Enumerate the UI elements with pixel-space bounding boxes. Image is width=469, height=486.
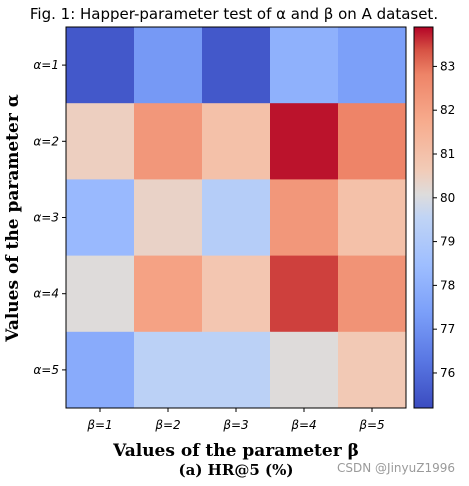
- x-axis-label: Values of the parameter β: [112, 441, 359, 461]
- y-tick-label: α=4: [33, 287, 59, 301]
- colorbar-tick-label: 78: [440, 278, 455, 292]
- x-tick-label: β=2: [154, 418, 180, 432]
- x-tick-label: β=5: [358, 418, 384, 432]
- x-tick-labels: β=1 β=2 β=3 β=4 β=5: [86, 408, 385, 432]
- y-tick-label: α=2: [33, 134, 59, 148]
- heatmap-cell: [270, 103, 339, 180]
- heatmap-cells: [66, 27, 407, 409]
- heatmap-cell: [202, 103, 271, 180]
- colorbar-ticks: 76 77 78 79 80 81 82 83: [433, 59, 455, 380]
- colorbar-tick-label: 81: [440, 147, 455, 161]
- heatmap-cell: [66, 179, 135, 257]
- colorbar-tick-label: 79: [440, 235, 455, 249]
- heatmap-cell: [202, 331, 271, 409]
- colorbar-tick-label: 76: [440, 366, 455, 380]
- heatmap-cell: [66, 27, 135, 104]
- heatmap-cell: [66, 103, 135, 180]
- heatmap-cell: [338, 27, 407, 104]
- heatmap-cell: [66, 331, 135, 409]
- heatmap-cell: [270, 27, 339, 104]
- y-tick-label: α=3: [33, 211, 59, 225]
- chart-title: Fig. 1: Happer-parameter test of α and β…: [30, 5, 438, 23]
- heatmap-cell: [270, 179, 339, 257]
- x-tick-label: β=4: [290, 418, 316, 432]
- heatmap-cell: [66, 255, 135, 333]
- y-tick-labels: α=1 α=2 α=3 α=4 α=5: [33, 58, 66, 377]
- colorbar: [413, 26, 434, 409]
- colorbar-tick-label: 80: [440, 191, 455, 205]
- heatmap-cell: [134, 331, 203, 409]
- heatmap-cell: [270, 255, 339, 333]
- heatmap-cell: [134, 103, 203, 180]
- heatmap-cell: [202, 27, 271, 104]
- y-tick-label: α=5: [33, 363, 59, 377]
- heatmap-cell: [134, 179, 203, 257]
- colorbar-tick-label: 77: [440, 322, 455, 336]
- heatmap-cell: [338, 103, 407, 180]
- heatmap-cell: [202, 255, 271, 333]
- heatmap-cell: [338, 255, 407, 333]
- heatmap-cell: [202, 179, 271, 257]
- x-tick-label: β=1: [86, 418, 112, 432]
- heatmap-cell: [338, 331, 407, 409]
- heatmap-cell: [338, 179, 407, 257]
- heatmap-cell: [134, 27, 203, 104]
- colorbar-tick-label: 82: [440, 103, 455, 117]
- figure-caption: (a) HR@5 (%): [179, 461, 294, 479]
- colorbar-tick-label: 83: [440, 59, 455, 73]
- y-tick-label: α=1: [33, 58, 59, 72]
- watermark: CSDN @JinyuZ1996: [337, 461, 455, 475]
- x-tick-label: β=3: [222, 418, 248, 432]
- heatmap-cell: [134, 255, 203, 333]
- y-axis-label: Values of the parameter α: [3, 94, 23, 343]
- heatmap-cell: [270, 331, 339, 409]
